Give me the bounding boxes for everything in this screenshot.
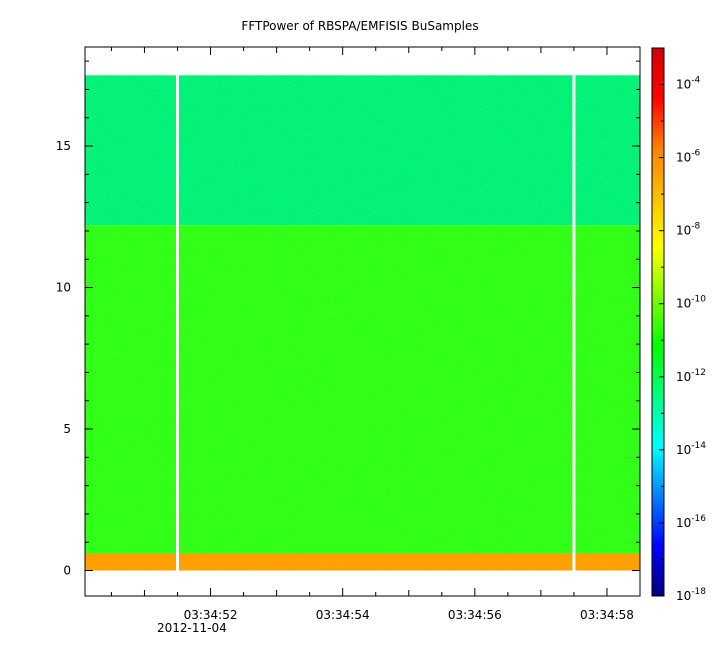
colorbar-tick-label: 10-10 (676, 295, 706, 311)
y-tick-label: 5 (63, 422, 71, 436)
x-tick-label: 03:34:58 (580, 608, 634, 622)
x-tick-label: 03:34:52 (184, 608, 238, 622)
x-date-label: 2012-11-04 (157, 621, 227, 635)
x-tick-label: 03:34:54 (316, 608, 370, 622)
spectrogram-noise-texture (85, 75, 640, 571)
colorbar-tick-label: 10-4 (676, 76, 701, 92)
y-axis: 0 5 10 15 (56, 60, 640, 578)
data-gap (176, 75, 179, 571)
chart-title: FFTPower of RBSPA/EMFISIS BuSamples (241, 19, 478, 33)
data-gap (572, 75, 576, 571)
colorbar-tick-label: 10-6 (676, 149, 701, 165)
y-tick-label: 0 (63, 564, 71, 578)
colorbar: 10-4 10-6 10-8 10-10 10-12 10-14 10-16 10-18 (651, 47, 706, 603)
colorbar-tick-label: 10-8 (676, 222, 701, 238)
colorbar-gradient (651, 47, 665, 597)
x-tick-label: 03:34:56 (448, 608, 502, 622)
colorbar-tick-label: 10-12 (676, 368, 706, 384)
colorbar-tick-label: 10-16 (676, 514, 706, 530)
colorbar-tick-label: 10-14 (676, 441, 706, 457)
plot-area (85, 75, 640, 571)
plot-frame (84, 46, 641, 597)
x-axis: 03:34:52 03:34:54 03:34:56 03:34:58 (110, 47, 641, 622)
y-tick-label: 15 (56, 139, 71, 153)
y-tick-label: 10 (56, 281, 71, 295)
colorbar-tick-label: 10-18 (676, 587, 706, 603)
